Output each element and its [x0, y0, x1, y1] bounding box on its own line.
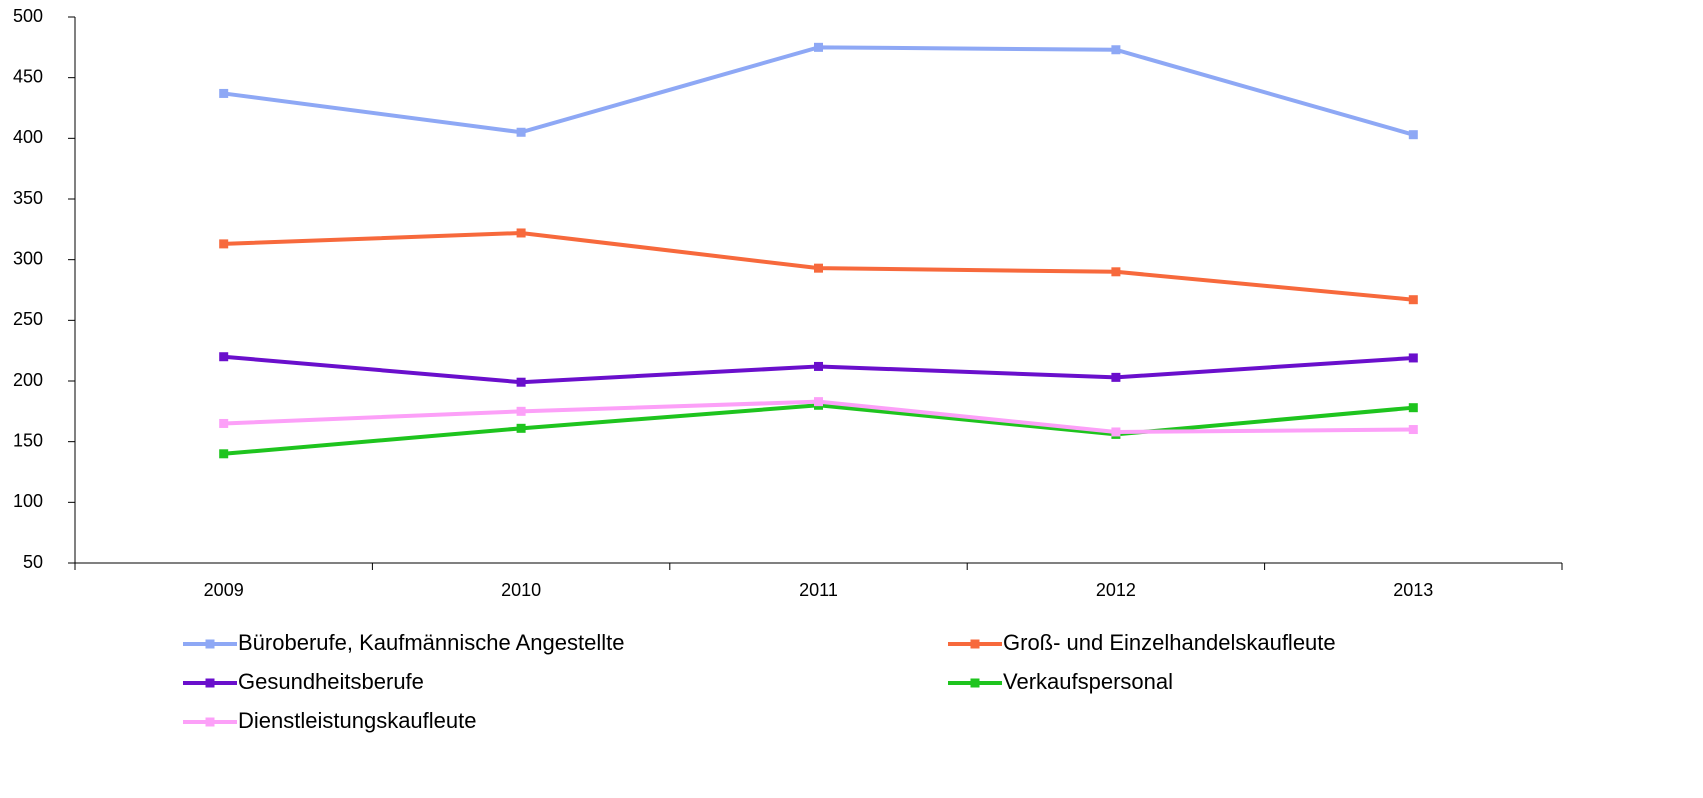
- point: [1408, 295, 1418, 305]
- y-tick-label: 50: [23, 552, 43, 572]
- point: [516, 423, 526, 433]
- point: [1408, 353, 1418, 363]
- y-tick-label: 450: [13, 66, 43, 86]
- point: [219, 88, 229, 98]
- point: [516, 406, 526, 416]
- point: [1408, 425, 1418, 435]
- point: [219, 449, 229, 459]
- point: [1111, 427, 1121, 437]
- point: [1111, 372, 1121, 382]
- point: [219, 418, 229, 428]
- point: [1111, 45, 1121, 55]
- legend-label: Büroberufe, Kaufmännische Angestellte: [238, 630, 624, 655]
- x-tick-label: 2010: [501, 580, 541, 600]
- point: [219, 239, 229, 249]
- legend-marker: [970, 639, 980, 649]
- y-tick-label: 500: [13, 6, 43, 26]
- y-tick-label: 300: [13, 248, 43, 268]
- x-tick-label: 2009: [204, 580, 244, 600]
- point: [814, 42, 823, 52]
- y-tick-label: 250: [13, 309, 43, 329]
- y-tick-label: 150: [13, 430, 43, 450]
- point: [1111, 267, 1121, 277]
- legend-label: Dienstleistungskaufleute: [238, 708, 476, 733]
- legend-marker: [970, 678, 980, 688]
- point: [1408, 403, 1418, 413]
- point: [814, 397, 823, 407]
- y-tick-label: 400: [13, 127, 43, 147]
- point: [814, 263, 823, 273]
- legend-label: Verkaufspersonal: [1003, 669, 1173, 694]
- y-tick-label: 200: [13, 370, 43, 390]
- legend-marker: [205, 678, 215, 688]
- point: [516, 228, 526, 238]
- y-tick-label: 100: [13, 491, 43, 511]
- legend-marker: [205, 639, 215, 649]
- y-tick-label: 350: [13, 188, 43, 208]
- point: [1408, 130, 1418, 140]
- legend-label: Groß- und Einzelhandelskaufleute: [1003, 630, 1336, 655]
- point: [516, 127, 526, 137]
- series-line: [223, 45, 1414, 137]
- x-tick-label: 2012: [1096, 580, 1136, 600]
- legend-marker: [205, 717, 215, 727]
- x-tick-label: 2011: [799, 580, 838, 600]
- point: [814, 361, 823, 371]
- legend-label: Gesundheitsberufe: [238, 669, 424, 694]
- point: [516, 377, 526, 387]
- point: [219, 352, 229, 362]
- x-tick-label: 2013: [1393, 580, 1433, 600]
